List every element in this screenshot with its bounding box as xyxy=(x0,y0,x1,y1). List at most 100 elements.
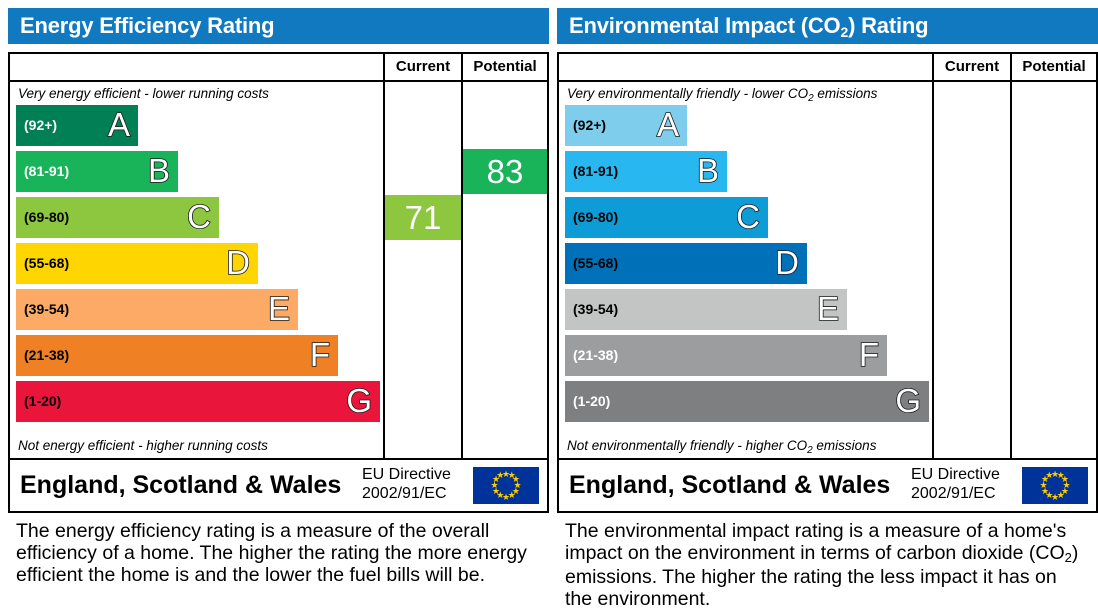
energy-band-letter-c: C xyxy=(186,197,211,236)
environmental-band-letter-d: D xyxy=(774,243,799,282)
environmental-footer-directive: EU Directive 2002/91/EC xyxy=(911,465,1021,503)
environmental-impact-panel: Environmental Impact (CO2) Rating Curren… xyxy=(557,0,1098,513)
energy-band-letter-b: B xyxy=(147,151,171,190)
energy-body-area: Very energy efficient - lower running co… xyxy=(10,82,547,460)
environmental-band-bar-a: (92+) A xyxy=(565,105,687,146)
environmental-band-letter-f: F xyxy=(858,335,880,374)
environmental-body-area: Very environmentally friendly - lower CO… xyxy=(559,82,1096,460)
energy-footer-region: England, Scotland & Wales xyxy=(20,471,342,499)
eu-star-icon: ★ xyxy=(1045,489,1054,500)
eu-star-icon: ★ xyxy=(511,485,520,496)
environmental-band-bar-f: (21-38) F xyxy=(565,335,887,376)
energy-band-bar-g: (1-20) G xyxy=(16,381,380,422)
energy-band-bar-d: (55-68) D xyxy=(16,243,258,284)
eu-star-icon: ★ xyxy=(501,491,511,502)
environmental-column-divider-potential xyxy=(1010,82,1012,458)
environmental-top-note-post: emissions xyxy=(813,86,878,101)
eu-star-icon: ★ xyxy=(1062,480,1071,490)
environmental-band-bar-e: (39-54) E xyxy=(565,289,847,330)
energy-band-letter-e: E xyxy=(267,289,291,328)
environmental-band-range-g: (1-20) xyxy=(573,393,611,409)
energy-footer-directive: EU Directive 2002/91/EC xyxy=(362,465,472,503)
environmental-band-range-a: (92+) xyxy=(573,117,607,133)
eu-star-icon: ★ xyxy=(1039,480,1048,490)
environmental-band-bar-d: (55-68) D xyxy=(565,243,807,284)
energy-potential-rating-badge: 83 xyxy=(463,149,547,194)
energy-header-current: Current xyxy=(383,54,461,80)
energy-efficiency-grid: Current Potential Very energy efficient … xyxy=(8,52,549,513)
energy-band-bar-a: (92+) A xyxy=(16,105,138,146)
energy-band-bar-e: (39-54) E xyxy=(16,289,298,330)
eu-star-icon: ★ xyxy=(1045,470,1054,481)
eu-star-icon: ★ xyxy=(491,485,501,496)
eu-star-icon: ★ xyxy=(1040,485,1050,496)
environmental-impact-title-text: Environmental Impact (CO xyxy=(569,13,841,38)
eu-star-icon: ★ xyxy=(496,470,505,481)
eu-star-icon: ★ xyxy=(501,468,511,479)
environmental-column-divider-current xyxy=(932,82,934,458)
environmental-caption-sub: 2 xyxy=(1064,550,1072,565)
energy-column-divider-potential xyxy=(461,82,463,458)
environmental-band-letter-b: B xyxy=(696,151,720,190)
energy-band-letter-f: F xyxy=(309,335,331,374)
environmental-top-note: Very environmentally friendly - lower CO… xyxy=(567,83,927,105)
energy-directive-line1: EU Directive xyxy=(362,466,451,483)
environmental-band-range-b: (81-91) xyxy=(573,163,619,179)
energy-column-divider-current xyxy=(383,82,385,458)
environmental-top-note-sub: 2 xyxy=(808,93,814,104)
environmental-bottom-note-sub: 2 xyxy=(807,445,813,456)
eu-star-icon: ★ xyxy=(1060,474,1069,485)
eu-star-icon: ★ xyxy=(1056,470,1065,481)
environmental-impact-caption: The environmental impact rating is a mea… xyxy=(565,520,1085,610)
energy-efficiency-title-text: Energy Efficiency Rating xyxy=(20,13,275,38)
environmental-caption-pre: The environmental impact rating is a mea… xyxy=(565,520,1067,564)
environmental-band-letter-c: C xyxy=(735,197,760,236)
environmental-footer: England, Scotland & Wales EU Directive 2… xyxy=(559,460,1096,511)
environmental-impact-title-suffix: ) Rating xyxy=(848,13,929,38)
eu-star-icon: ★ xyxy=(496,489,505,500)
energy-header-potential: Potential xyxy=(461,54,547,80)
energy-band-range-a: (92+) xyxy=(24,117,58,133)
environmental-band-letter-e: E xyxy=(816,289,840,328)
eu-star-icon: ★ xyxy=(491,474,501,485)
environmental-caption-post: ) emissions. The higher the rating the l… xyxy=(565,542,1079,610)
environmental-footer-region: England, Scotland & Wales xyxy=(569,471,891,499)
environmental-top-note-pre: Very environmentally friendly - lower CO xyxy=(567,86,809,101)
eu-star-icon: ★ xyxy=(490,480,499,490)
eu-star-icon: ★ xyxy=(511,474,520,485)
environmental-band-letter-a: A xyxy=(656,105,680,144)
environmental-impact-title: Environmental Impact (CO2) Rating xyxy=(557,8,1098,44)
eu-star-icon: ★ xyxy=(507,470,516,481)
eu-star-icon: ★ xyxy=(1050,491,1060,502)
eu-star-icon: ★ xyxy=(1050,468,1060,479)
environmental-bottom-note-post: emissions xyxy=(812,438,877,453)
energy-band-letter-d: D xyxy=(225,243,250,282)
eu-flag-icon: ★ ★ ★ ★ ★ ★ ★ ★ ★ ★ ★ ★ xyxy=(473,467,539,504)
environmental-band-bar-b: (81-91) B xyxy=(565,151,727,192)
energy-band-range-e: (39-54) xyxy=(24,301,70,317)
environmental-bottom-note: Not environmentally friendly - higher CO… xyxy=(567,435,927,457)
environmental-band-letter-g: G xyxy=(895,381,922,420)
energy-band-range-g: (1-20) xyxy=(24,393,62,409)
environmental-header-row: Current Potential xyxy=(559,54,1096,82)
eu-star-icon: ★ xyxy=(1056,489,1065,500)
environmental-directive-line1: EU Directive xyxy=(911,466,1000,483)
energy-band-bar-f: (21-38) F xyxy=(16,335,338,376)
energy-band-range-d: (55-68) xyxy=(24,255,70,271)
energy-efficiency-caption: The energy efficiency rating is a measur… xyxy=(16,520,527,586)
energy-directive-line2: 2002/91/EC xyxy=(362,485,447,502)
energy-band-bar-c: (69-80) C xyxy=(16,197,219,238)
energy-band-letter-g: G xyxy=(346,381,373,420)
energy-band-range-f: (21-38) xyxy=(24,347,70,363)
energy-top-note: Very energy efficient - lower running co… xyxy=(18,86,269,101)
energy-band-range-c: (69-80) xyxy=(24,209,70,225)
environmental-band-bar-g: (1-20) G xyxy=(565,381,929,422)
environmental-bottom-note-pre: Not environmentally friendly - higher CO xyxy=(567,438,808,453)
environmental-impact-title-sub: 2 xyxy=(840,24,849,40)
environmental-band-bar-c: (69-80) C xyxy=(565,197,768,238)
eu-star-icon: ★ xyxy=(1040,474,1050,485)
energy-band-range-b: (81-91) xyxy=(24,163,70,179)
eu-star-icon: ★ xyxy=(513,480,522,490)
environmental-band-range-e: (39-54) xyxy=(573,301,619,317)
